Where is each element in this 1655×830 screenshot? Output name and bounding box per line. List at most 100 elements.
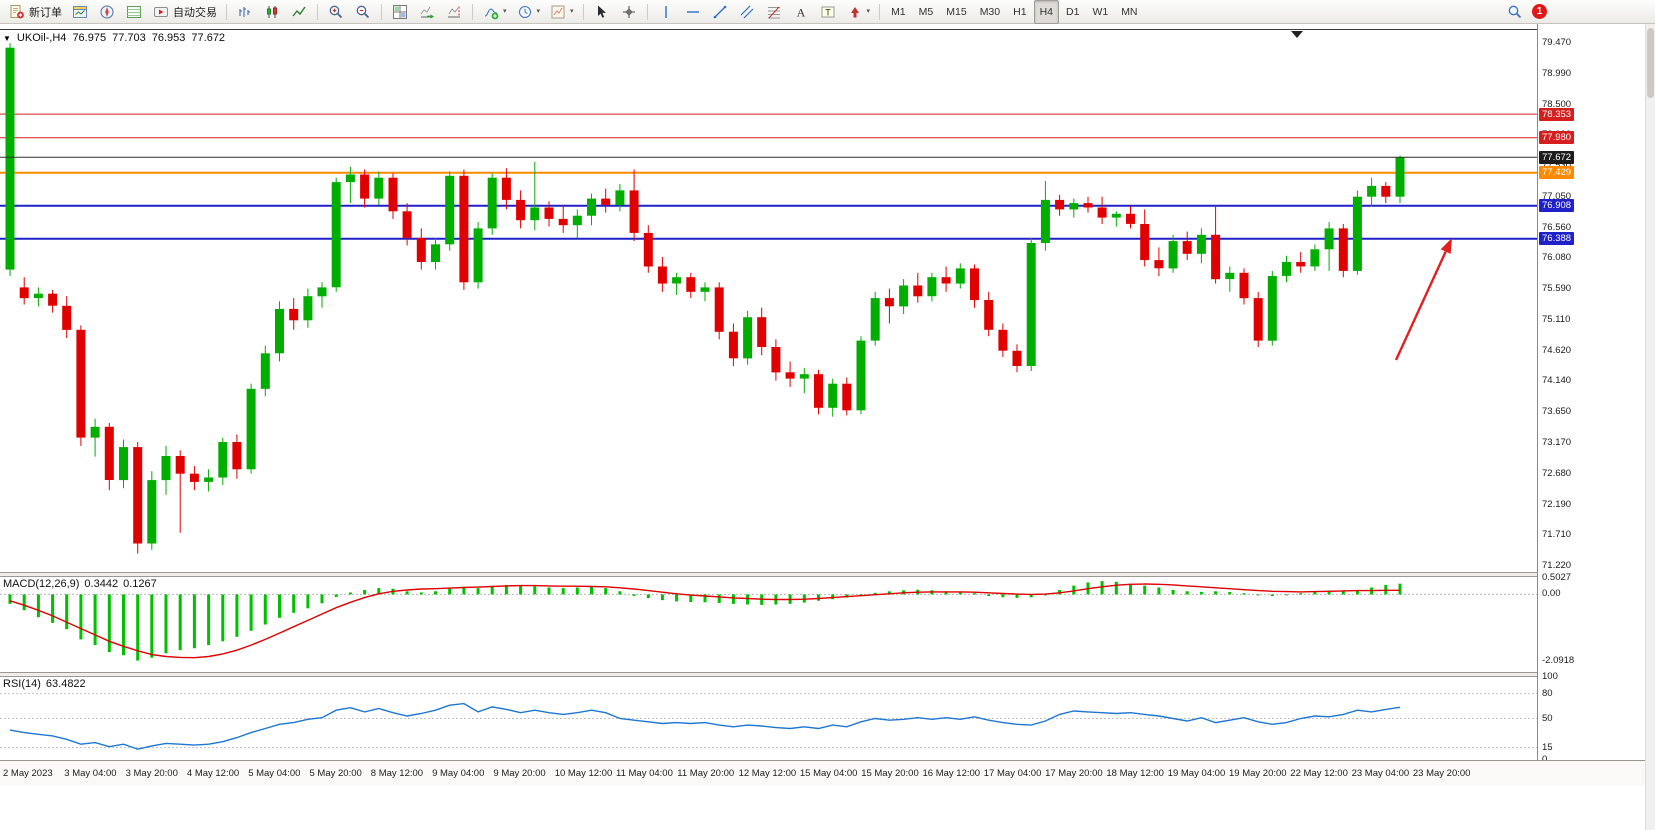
trendline-icon [711,3,729,21]
time-axis-label: 5 May 04:00 [248,768,301,779]
macd-scale-tick: -2.0918 [1542,654,1575,666]
indicators-button[interactable]: ▾ [478,1,511,23]
pane-separator[interactable] [0,572,1645,577]
rsi-scale-tick: 50 [1542,712,1553,724]
horizontal-line-button[interactable] [680,1,706,23]
time-axis-label: 18 May 12:00 [1106,768,1164,779]
macd-signal-value: 0.1267 [123,578,157,590]
arrows-button[interactable]: ▾ [842,1,875,23]
text-button[interactable]: A [788,1,814,23]
low-value: 76.953 [151,32,186,44]
price-scale-tick: 76.560 [1542,221,1572,233]
zoom-in-icon [327,3,345,21]
vertical-scrollbar[interactable] [1645,24,1655,830]
trend-arrow-annotation[interactable] [1394,238,1452,361]
vertical-line-icon [657,3,675,21]
price-chart[interactable] [0,30,1537,572]
timeframe-button-m15[interactable]: M15 [946,5,967,18]
crosshair-button[interactable] [616,1,642,23]
cursor-button[interactable] [589,1,615,23]
price-scale-tick: 71.220 [1542,560,1572,572]
autotrading-button[interactable]: 自动交易 [148,1,221,23]
text-icon: A [792,3,810,21]
rsi-chart[interactable] [0,677,1537,760]
rsi-line [9,702,1401,750]
price-scale-tick: 77.050 [1542,190,1572,202]
timeframe-button-m5[interactable]: M5 [918,5,934,18]
market-watch-button[interactable] [67,1,93,23]
timeframe-button-h1[interactable]: H1 [1013,5,1027,18]
time-axis-label: 9 May 04:00 [432,768,485,779]
macd-histogram [8,581,1402,661]
new-order-button[interactable]: 新订单 [4,1,66,23]
channel-button[interactable] [734,1,760,23]
periods-button[interactable]: ▾ [512,1,545,23]
rsi-label: RSI(14) [3,678,41,690]
rsi-header: RSI(14) 63.4822 [3,678,86,690]
search-button[interactable] [1502,1,1528,23]
trendline-button[interactable] [707,1,733,23]
indicators-icon [482,3,500,21]
timeframe-button-mn[interactable]: MN [1121,5,1138,18]
toolbar-separator [646,3,648,20]
candlestick-chart-button[interactable] [259,1,285,23]
horizontal-line-icon [684,3,702,21]
price-scale-tick: 78.500 [1542,98,1572,110]
close-value: 77.672 [191,32,226,44]
text-label-icon: T [819,3,837,21]
new-order-label: 新订单 [29,6,62,19]
time-axis-label: 12 May 12:00 [738,768,797,779]
one-click-trading-toggle[interactable]: ▼ [3,34,11,43]
timeframe-button-m1[interactable]: M1 [891,5,906,18]
zoom-out-icon [354,3,372,21]
templates-button[interactable]: ▾ [545,1,578,23]
pane-separator[interactable] [0,672,1645,677]
tile-windows-button[interactable] [387,1,413,23]
terminal-button[interactable] [121,1,147,23]
periods-clock-icon [516,3,534,21]
crosshair-icon [620,3,638,21]
time-axis-label: 5 May 20:00 [309,768,362,779]
zoom-out-button[interactable] [350,1,376,23]
timeframe-button-w1[interactable]: W1 [1092,5,1109,18]
timeframe-button-d1[interactable]: D1 [1066,5,1080,18]
text-label-button[interactable]: T [815,1,841,23]
toolbar-separator [472,3,473,20]
zoom-in-button[interactable] [323,1,349,23]
auto-scroll-button[interactable] [414,1,440,23]
timeframe-button-m30[interactable]: M30 [979,5,1001,18]
rsi-scale-tick: 15 [1542,741,1553,753]
time-axis[interactable]: 2 May 2023 3 May 04:00 3 May 20:00 4 May 12… [0,760,1645,786]
svg-text:T: T [825,7,831,17]
fibonacci-button[interactable] [761,1,787,23]
navigator-button[interactable] [94,1,120,23]
scrollbar-thumb[interactable] [1647,28,1654,98]
time-axis-label: 4 May 12:00 [186,768,240,779]
chart-shift-button[interactable] [441,1,467,23]
time-axis-label: 2 May 2023 [3,768,53,779]
macd-chart[interactable] [0,577,1537,672]
vertical-line-button[interactable] [653,1,679,23]
price-scale[interactable]: 79.47078.99078.50078.02077.53077.05076.5… [1537,24,1645,786]
notification-badge[interactable]: 1 [1532,4,1547,19]
toolbar-separator [582,3,584,20]
line-chart-button[interactable] [286,1,312,23]
price-scale-tick: 78.990 [1542,67,1572,79]
macd-header: MACD(12,26,9) 0.3442 0.1267 [3,578,157,590]
rsi-scale-tick: 100 [1542,671,1558,682]
time-axis-label: 11 May 04:00 [616,768,673,779]
price-scale-tick: 77.530 [1542,161,1571,171]
scroll-to-end-marker[interactable] [1291,31,1303,38]
time-axis-label: 15 May 04:00 [799,768,858,779]
price-scale-tick: 76.080 [1542,252,1572,264]
dropdown-caret: ▾ [866,7,871,15]
timeframe-group: M1 M5 M15 M30 H1 H4 D1 W1 MN [885,0,1143,24]
price-scale-tick: 79.470 [1542,37,1572,49]
timeframe-button-h4[interactable]: H4 [1033,0,1059,24]
new-order-icon [8,3,26,21]
price-scale-tick: 72.190 [1542,498,1572,510]
toolbar-separator [317,3,318,20]
time-axis-label: 15 May 20:00 [861,768,919,779]
bar-chart-button[interactable] [232,1,258,23]
